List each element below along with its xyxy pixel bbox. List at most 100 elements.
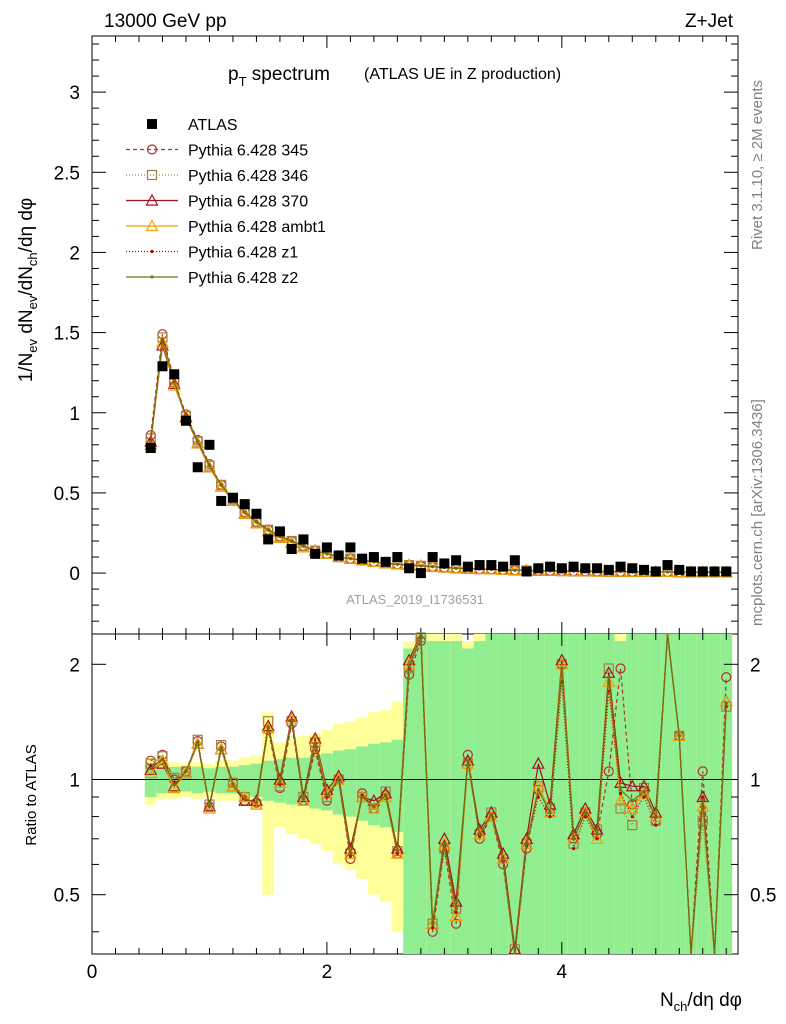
- series-point: [155, 335, 169, 348]
- band-green: [591, 634, 603, 954]
- ratio-point: [290, 718, 294, 722]
- band-green: [673, 634, 686, 954]
- legend-label: Pythia 6.428 346: [188, 168, 308, 185]
- ratio-point: [501, 857, 505, 861]
- ratio-point: [603, 766, 614, 777]
- ratio-point: [231, 782, 235, 787]
- ratio-point: [431, 922, 435, 926]
- ratio-point: [278, 781, 282, 785]
- rivet-label: Rivet 3.1.10, ≥ 2M events: [749, 80, 766, 250]
- band-green: [144, 763, 157, 798]
- data-point: [286, 544, 297, 555]
- ratio-point: [372, 804, 376, 809]
- main-y-tick-label: 2: [69, 243, 80, 264]
- ratio-point: [642, 795, 646, 799]
- band-green: [544, 634, 556, 954]
- data-point: [639, 564, 650, 575]
- ratio-point: [625, 801, 639, 814]
- ratio-point: [179, 766, 193, 779]
- ratio-point: [384, 793, 388, 797]
- ratio-point: [313, 742, 317, 746]
- ratio-point: [360, 795, 364, 799]
- band-green: [297, 757, 310, 805]
- data-point: [345, 542, 356, 553]
- data-point: [310, 548, 321, 559]
- ratio-point: [273, 776, 287, 788]
- series-line: [150, 334, 727, 573]
- series-point: [301, 544, 306, 548]
- ratio-point: [238, 790, 252, 803]
- ratio-point: [196, 740, 200, 745]
- ratio-y-tick-label-right: 2: [750, 655, 761, 676]
- ratio-point: [630, 799, 634, 803]
- ratio-point: [442, 842, 446, 846]
- band-green: [473, 641, 486, 954]
- series-point: [207, 464, 212, 468]
- series-point: [149, 440, 153, 444]
- main-y-axis-label: 1/Nev dNev/dNch/dη dφ: [16, 198, 40, 383]
- ratio-point: [167, 781, 181, 794]
- ratio-point: [226, 779, 240, 792]
- data-point: [615, 561, 626, 572]
- ratio-y-tick-label-right: 1: [750, 771, 761, 792]
- data-point: [321, 542, 332, 553]
- band-green: [520, 634, 533, 954]
- ratio-point: [301, 797, 306, 801]
- ratio-point: [701, 795, 705, 799]
- x-tick-label: 4: [557, 962, 568, 983]
- series-point: [665, 570, 670, 574]
- band-green: [215, 766, 228, 794]
- data-point: [721, 566, 732, 577]
- ratio-point: [348, 852, 352, 856]
- band-green: [485, 634, 498, 954]
- series-point: [167, 378, 181, 391]
- series-point: [325, 552, 329, 556]
- data-point: [157, 361, 168, 372]
- data-point: [486, 560, 497, 571]
- ratio-point: [571, 837, 576, 841]
- ratio-point: [395, 849, 399, 853]
- data-point: [368, 552, 379, 563]
- band-green: [438, 641, 451, 954]
- ratio-point: [677, 734, 681, 738]
- legend-label: Pythia 6.428 ambt1: [188, 219, 326, 236]
- data-point: [380, 556, 391, 567]
- ratio-point: [654, 823, 658, 827]
- data-point: [392, 552, 403, 563]
- ratio-point: [583, 810, 587, 815]
- data-point: [674, 564, 685, 575]
- ratio-point: [332, 772, 346, 785]
- band-green: [156, 766, 169, 794]
- data-point: [204, 439, 215, 450]
- ratio-point: [155, 753, 169, 766]
- ratio-point: [254, 801, 259, 805]
- ratio-point: [567, 832, 581, 844]
- band-green: [602, 634, 615, 954]
- data-point: [169, 369, 180, 380]
- series-point: [219, 483, 223, 487]
- ratio-point: [614, 794, 628, 806]
- legend-marker: [147, 119, 157, 129]
- ratio-point: [697, 815, 708, 826]
- ratio-point: [325, 793, 329, 797]
- legend-label: Pythia 6.428 370: [188, 194, 308, 211]
- legend-marker: [145, 219, 159, 232]
- band-green: [497, 634, 509, 954]
- data-point: [533, 563, 544, 574]
- data-point: [263, 534, 274, 545]
- ratio-point: [697, 766, 708, 777]
- legend-marker: [146, 169, 158, 181]
- axis-ticks: 0 2 4 0 0.5 1 1.5 2 2.5 3 0.5 0.5 1 1 2 2: [54, 36, 776, 983]
- data-point: [439, 558, 450, 569]
- data-point: [357, 553, 368, 564]
- ratio-point: [355, 790, 369, 803]
- ratio-y-axis-label: Ratio to ATLAS: [23, 744, 40, 845]
- ratio-point: [207, 804, 212, 809]
- data-point: [592, 563, 603, 574]
- data-point: [627, 563, 638, 574]
- data-point: [545, 561, 556, 572]
- ratio-point: [524, 842, 529, 846]
- band-green: [356, 746, 369, 821]
- data-point: [580, 563, 591, 574]
- ratio-point: [548, 810, 552, 815]
